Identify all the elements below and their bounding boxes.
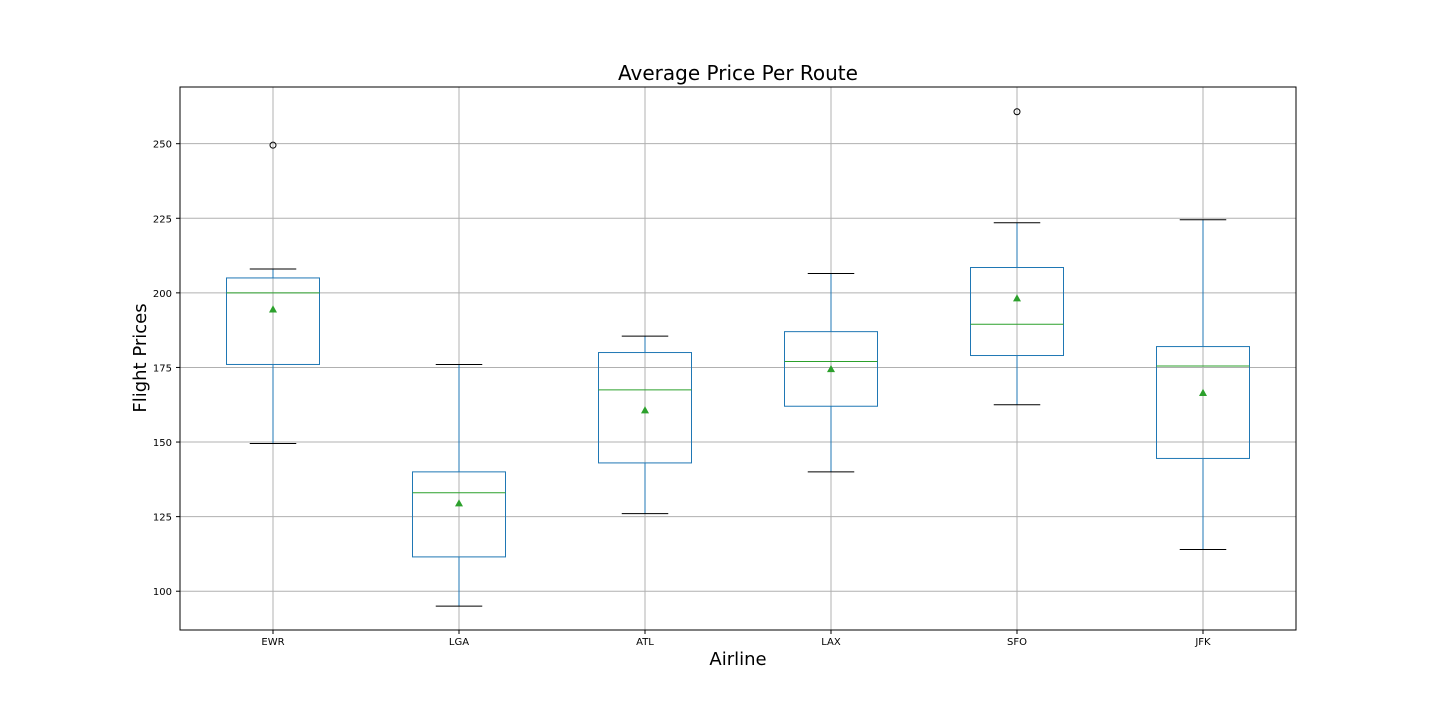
chart-title: Average Price Per Route bbox=[618, 61, 858, 85]
mean-marker bbox=[269, 305, 277, 313]
y-tick-label: 125 bbox=[153, 513, 172, 524]
box-sfo bbox=[970, 108, 1064, 406]
outlier-point bbox=[269, 141, 277, 149]
box-atl bbox=[598, 335, 692, 515]
y-tick-label: 175 bbox=[153, 363, 172, 374]
x-tick-label: ATL bbox=[636, 637, 654, 648]
mean-marker bbox=[455, 499, 463, 507]
box-jfk bbox=[1156, 219, 1250, 550]
box-lga bbox=[412, 363, 506, 607]
y-tick-label: 225 bbox=[153, 214, 172, 225]
x-tick-label: LGA bbox=[449, 637, 469, 648]
iqr-box bbox=[970, 267, 1064, 357]
iqr-box bbox=[784, 331, 878, 407]
outlier-point bbox=[1013, 108, 1021, 116]
x-tick-label: LAX bbox=[821, 637, 841, 648]
x-tick-label: SFO bbox=[1007, 637, 1027, 648]
iqr-box bbox=[1156, 346, 1250, 459]
plot-frame bbox=[179, 86, 1297, 631]
y-tick-label: 150 bbox=[153, 438, 172, 449]
y-tick-label: 100 bbox=[153, 587, 172, 598]
tick-labels: 100 125 150 175 200 225 250 EWR LGA ATL LAX SFO JFK bbox=[153, 140, 1211, 648]
y-tick-label: 250 bbox=[153, 140, 172, 151]
grid-lines bbox=[180, 87, 1296, 630]
mean-marker bbox=[827, 364, 835, 373]
box-ewr bbox=[226, 141, 320, 445]
iqr-box bbox=[598, 352, 692, 464]
y-axis-label: Flight Prices bbox=[130, 303, 151, 412]
iqr-box bbox=[226, 277, 320, 365]
mean-marker bbox=[1199, 388, 1207, 397]
x-axis-label: Airline bbox=[709, 649, 766, 670]
x-tick-label: EWR bbox=[261, 637, 284, 648]
iqr-box bbox=[412, 471, 506, 558]
box-lax bbox=[784, 272, 878, 473]
mean-marker bbox=[1013, 294, 1021, 302]
boxes bbox=[226, 108, 1250, 607]
mean-marker bbox=[641, 406, 649, 414]
x-tick-label: JFK bbox=[1194, 637, 1211, 648]
y-tick-label: 200 bbox=[153, 289, 172, 300]
